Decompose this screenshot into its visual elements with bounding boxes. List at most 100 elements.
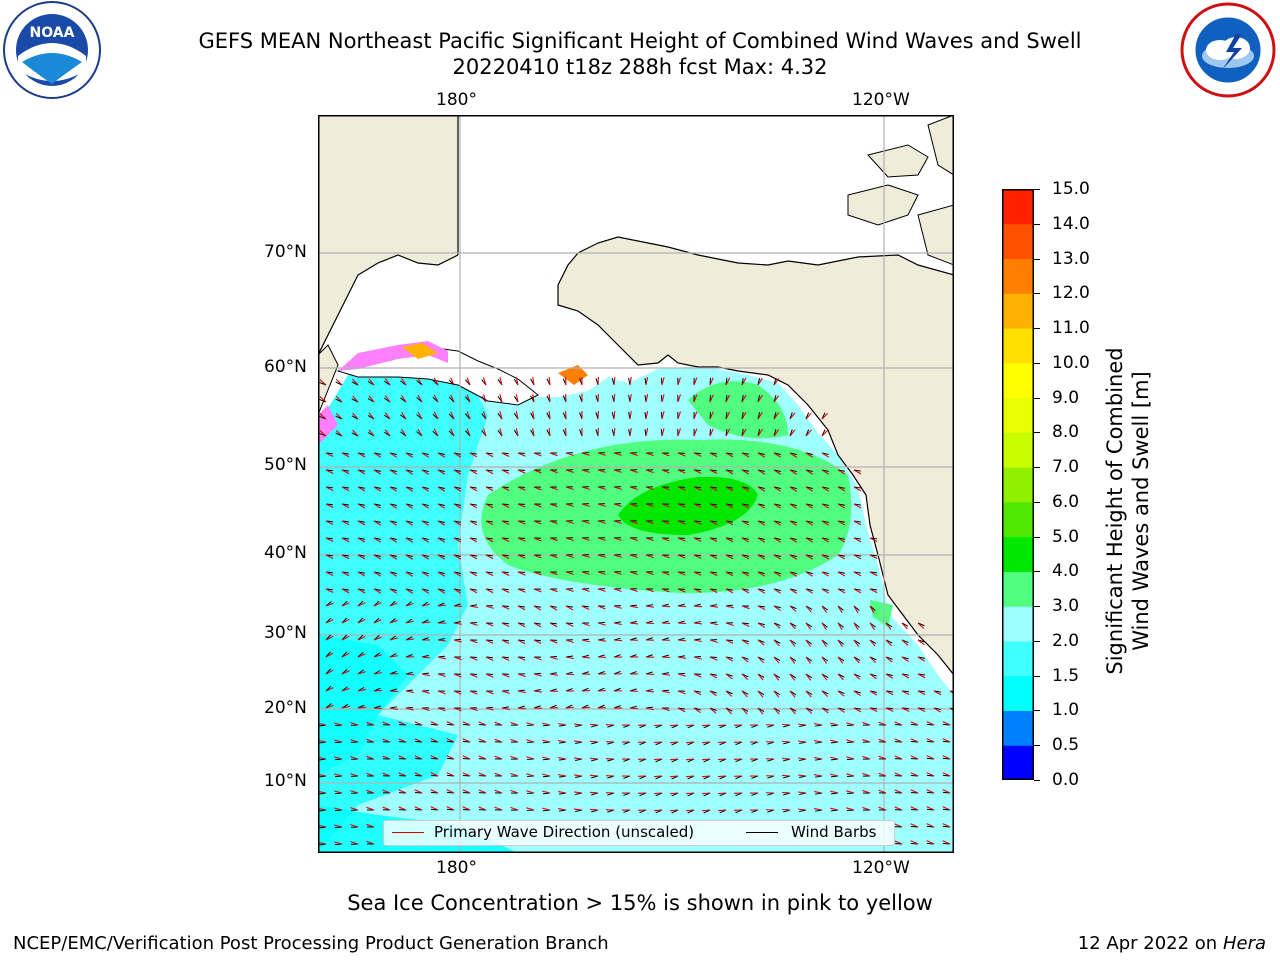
colorbar-segment (1002, 362, 1034, 399)
colorbar-tick-label: 7.0 (1052, 457, 1080, 478)
wave-direction-arrow (382, 772, 391, 777)
wave-direction-arrow (335, 395, 343, 403)
wave-direction-arrow (389, 637, 398, 641)
wave-direction-arrow (352, 378, 359, 386)
wave-direction-arrow (878, 789, 887, 794)
noaa-logo: NOAA (0, 0, 104, 104)
wave-direction-arrow (526, 739, 535, 743)
colorbar-tick-label: 11.0 (1052, 318, 1090, 339)
wave-direction-arrow (533, 673, 542, 677)
wave-direction-arrow (894, 772, 903, 777)
wave-direction-arrow (821, 452, 830, 458)
wave-direction-arrow (398, 806, 407, 811)
wave-direction-arrow (389, 503, 398, 509)
wave-direction-arrow (797, 774, 807, 777)
wave-direction-arrow (405, 452, 414, 458)
wave-direction-arrow (357, 636, 366, 641)
colorbar-segment (1002, 189, 1034, 225)
wave-direction-arrow (837, 503, 846, 509)
wave-direction-arrow (741, 588, 750, 594)
wave-direction-arrow (862, 738, 871, 743)
wave-direction-arrow (565, 469, 574, 474)
wave-direction-arrow (515, 428, 519, 437)
wave-direction-arrow (565, 503, 574, 508)
wave-direction-arrow (549, 605, 558, 611)
wave-direction-arrow (821, 412, 829, 420)
wave-direction-arrow (773, 707, 780, 715)
wave-direction-arrow (814, 791, 823, 794)
wave-field-green-coast (870, 600, 893, 627)
wave-direction-arrow (757, 690, 764, 698)
wave-direction-arrow (781, 757, 791, 760)
wave-direction-arrow (389, 554, 398, 560)
colorbar-tick-mark (1034, 467, 1040, 469)
wave-direction-arrow (405, 638, 415, 641)
wave-direction-arrow (629, 520, 638, 524)
wave-direction-arrow (453, 588, 462, 594)
wave-direction-arrow (725, 452, 734, 458)
map-legend: Primary Wave Direction (unscaled) Wind B… (383, 820, 895, 846)
wave-direction-arrow (869, 554, 878, 560)
wave-direction-arrow (373, 554, 382, 560)
wave-direction-arrow (805, 605, 812, 613)
wave-direction-arrow (709, 503, 718, 509)
wave-direction-arrow (910, 738, 919, 743)
wave-direction-arrow (510, 806, 519, 811)
wave-direction-arrow (325, 635, 334, 641)
colorbar-segment (1002, 223, 1034, 260)
wave-direction-arrow (846, 722, 855, 726)
wave-direction-arrow (526, 756, 535, 760)
sea-ice-caption: Sea Ice Concentration > 15% is shown in … (347, 891, 933, 915)
colorbar-tick-label: 6.0 (1052, 491, 1080, 512)
wave-direction-arrow (885, 673, 893, 679)
wave-direction-arrow (437, 604, 447, 607)
wave-direction-arrow (862, 789, 871, 794)
wave-direction-arrow (482, 411, 487, 420)
wave-direction-arrow (830, 722, 839, 726)
wave-direction-arrow (398, 755, 407, 760)
wave-direction-arrow (773, 639, 780, 647)
wave-direction-arrow (357, 503, 366, 509)
wave-direction-arrow (757, 571, 766, 577)
wave-direction-arrow (661, 537, 670, 542)
wave-direction-arrow (533, 520, 542, 525)
wave-direction-arrow (549, 673, 558, 676)
wave-direction-arrow (717, 792, 727, 795)
wave-direction-arrow (645, 394, 649, 403)
wave-direction-arrow (501, 571, 510, 576)
wave-direction-arrow (382, 789, 391, 794)
wave-direction-arrow (350, 722, 359, 726)
wave-direction-arrow (757, 411, 763, 420)
wave-direction-arrow (693, 411, 698, 420)
wave-direction-arrow (421, 690, 430, 694)
wave-direction-arrow (485, 571, 494, 577)
wave-direction-arrow (725, 520, 734, 526)
wave-direction-arrow (469, 520, 478, 526)
colorbar-tick-mark (1034, 501, 1040, 503)
wave-direction-arrow (597, 622, 606, 626)
wave-direction-arrow (805, 452, 814, 458)
wave-direction-arrow (414, 806, 423, 811)
wave-direction-arrow (645, 571, 654, 576)
wave-direction-arrow (629, 503, 638, 507)
wave-direction-arrow (581, 588, 590, 592)
wave-direction-arrow (709, 690, 717, 697)
wave-direction-arrow (373, 619, 382, 624)
wave-direction-arrow (469, 588, 478, 594)
wave-direction-arrow (725, 639, 734, 644)
wave-direction-arrow (805, 537, 814, 543)
wave-direction-arrow (926, 823, 935, 828)
wave-direction-arrow (853, 469, 862, 475)
wave-direction-arrow (501, 622, 510, 628)
wave-direction-arrow (446, 806, 455, 811)
wave-direction-arrow (725, 690, 733, 697)
wave-direction-arrow (926, 806, 935, 811)
wave-direction-arrow (526, 790, 535, 794)
wave-direction-arrow (653, 741, 663, 744)
wave-direction-arrow (494, 738, 503, 743)
wave-direction-arrow (430, 721, 439, 726)
wave-direction-arrow (499, 377, 503, 386)
wave-direction-arrow (581, 656, 591, 659)
wave-direction-arrow (357, 537, 366, 543)
wave-direction-arrow (789, 537, 798, 543)
